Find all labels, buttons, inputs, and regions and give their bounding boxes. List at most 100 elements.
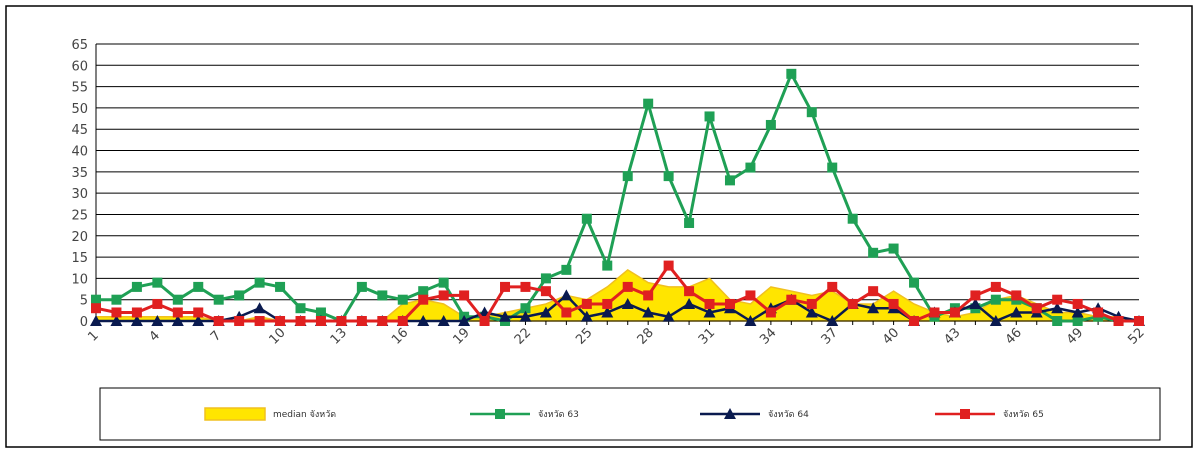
data-point (643, 98, 654, 109)
data-point (1052, 294, 1063, 305)
y-tick-label: 45 (71, 123, 88, 138)
data-point (684, 217, 695, 228)
data-point (459, 290, 470, 301)
data-point (990, 294, 1001, 305)
legend-marker (495, 409, 505, 419)
data-point (377, 290, 388, 301)
y-tick-label: 20 (71, 230, 88, 245)
data-point (295, 303, 306, 314)
data-point (417, 315, 430, 326)
data-point (827, 162, 838, 173)
legend-label: จังหวัด 65 (1003, 410, 1044, 420)
data-point (1113, 316, 1124, 326)
data-point (683, 297, 696, 309)
y-tick-label: 5 (80, 294, 88, 309)
data-point (437, 315, 450, 326)
data-point (561, 307, 572, 318)
data-point (724, 298, 735, 309)
data-point (1052, 316, 1063, 326)
data-point (663, 171, 674, 182)
data-point (213, 294, 224, 305)
data-point (1011, 290, 1022, 301)
data-point (111, 307, 122, 318)
data-point (234, 316, 245, 326)
data-point (519, 310, 532, 322)
y-tick-label: 30 (71, 187, 88, 202)
data-point (520, 281, 531, 292)
series-line (96, 294, 1140, 323)
data-point (172, 294, 183, 305)
data-point (1010, 306, 1023, 318)
data-point (315, 316, 326, 326)
data-point (193, 281, 204, 292)
y-tick-label: 65 (71, 38, 88, 53)
data-point (663, 260, 674, 271)
data-point (909, 316, 920, 326)
legend-item: จังหวัด 63 (470, 409, 579, 420)
data-point (745, 162, 756, 173)
data-point (111, 294, 122, 305)
data-point (539, 306, 552, 318)
y-tick-label: 35 (71, 166, 88, 181)
legend-swatch (204, 407, 266, 421)
data-point (275, 281, 286, 292)
data-point (1051, 302, 1064, 314)
data-point (642, 306, 655, 318)
y-tick-label: 10 (71, 272, 88, 287)
data-point (1093, 307, 1104, 318)
data-point (827, 281, 838, 292)
data-point (151, 315, 164, 326)
data-point (765, 307, 776, 318)
y-tick-label: 0 (80, 315, 88, 330)
data-point (213, 316, 224, 326)
data-point (254, 316, 265, 326)
data-point (110, 315, 123, 326)
legend-label: median จังหวัด (273, 410, 336, 420)
data-point (275, 316, 286, 326)
data-point (868, 286, 879, 297)
data-point (990, 281, 1001, 292)
data-point (90, 315, 102, 326)
data-point (847, 298, 858, 309)
data-point (234, 290, 245, 301)
data-point (438, 290, 449, 301)
data-point (91, 303, 101, 314)
data-point (131, 307, 142, 318)
data-point (704, 298, 715, 309)
data-point (949, 307, 960, 318)
data-point (786, 294, 797, 305)
data-point (1072, 298, 1083, 309)
data-point (970, 290, 981, 301)
data-point (458, 315, 471, 326)
data-point (377, 316, 388, 326)
legend-item: median จังหวัด (204, 407, 336, 421)
data-point (295, 316, 306, 326)
data-point (704, 111, 715, 122)
legend-marker (960, 409, 970, 419)
data-point (703, 306, 716, 318)
data-point (622, 171, 633, 182)
data-point (91, 294, 101, 305)
legend-item: จังหวัด 64 (700, 408, 809, 420)
series-line (95, 264, 1139, 323)
data-point (131, 281, 142, 292)
series-3 (91, 260, 1144, 326)
data-point (1072, 316, 1083, 326)
legend-label: จังหวัด 64 (768, 410, 809, 420)
data-point (888, 298, 899, 309)
data-point (868, 247, 879, 258)
data-point (602, 260, 613, 271)
data-point (684, 286, 695, 297)
y-tick-label: 50 (71, 102, 88, 117)
data-point (847, 213, 858, 224)
data-point (171, 315, 184, 326)
data-point (561, 264, 572, 275)
data-point (744, 315, 757, 326)
data-point (601, 306, 614, 318)
legend-marker (724, 408, 736, 419)
data-point (969, 297, 982, 309)
data-point (479, 316, 490, 326)
data-point (152, 298, 163, 309)
data-point (315, 307, 326, 318)
